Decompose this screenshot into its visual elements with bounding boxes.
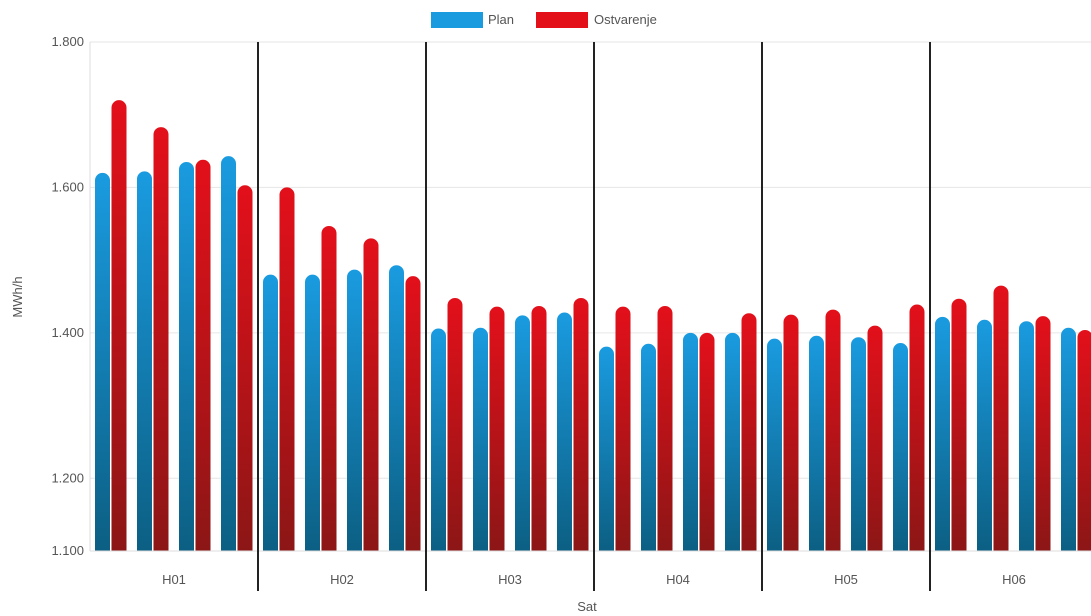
bar-plan[interactable] (137, 171, 152, 551)
x-group-label: H04 (666, 572, 690, 587)
bar-plan[interactable] (95, 172, 110, 551)
bar-ostvarenje[interactable] (825, 309, 841, 551)
x-axis-title: Sat (577, 599, 597, 614)
legend[interactable]: Plan Ostvarenje (431, 12, 657, 28)
bar-ostvarenje[interactable] (573, 297, 589, 551)
bar-ostvarenje[interactable] (405, 276, 421, 551)
bar-ostvarenje[interactable] (867, 325, 883, 551)
bar-plan[interactable] (1061, 327, 1076, 551)
bar-plan[interactable] (599, 346, 614, 551)
bar-plan[interactable] (221, 156, 236, 551)
bar-plan[interactable] (683, 332, 698, 551)
y-tick-label: 1.400 (51, 325, 84, 340)
bar-plan[interactable] (515, 315, 531, 551)
bar-plan[interactable] (809, 335, 824, 551)
x-group-label: H02 (330, 572, 354, 587)
bar-ostvarenje[interactable] (699, 332, 715, 551)
bar-plan[interactable] (305, 274, 320, 551)
bar-ostvarenje[interactable] (783, 314, 799, 551)
bar-plan[interactable] (431, 328, 446, 551)
bar-plan[interactable] (641, 343, 657, 551)
bar-plan[interactable] (557, 312, 572, 551)
bar-ostvarenje[interactable] (237, 185, 253, 551)
bar-ostvarenje[interactable] (321, 225, 337, 551)
bar-ostvarenje[interactable] (1077, 330, 1091, 551)
bar-plan[interactable] (263, 274, 278, 551)
y-tick-label: 1.600 (51, 179, 84, 194)
bar-plan[interactable] (1019, 321, 1034, 551)
bar-ostvarenje[interactable] (111, 100, 127, 551)
bar-plan[interactable] (389, 265, 404, 551)
bar-ostvarenje[interactable] (531, 305, 547, 551)
x-group-label: H01 (162, 572, 186, 587)
bar-ostvarenje[interactable] (195, 159, 211, 551)
legend-swatch-ostvarenje[interactable] (536, 12, 588, 28)
y-tick-label: 1.800 (51, 34, 84, 49)
bar-plan[interactable] (851, 337, 866, 551)
bars (95, 100, 1091, 552)
y-axis-title: MWh/h (10, 276, 25, 317)
bar-ostvarenje[interactable] (1035, 316, 1051, 551)
bar-ostvarenje[interactable] (615, 306, 631, 551)
bar-plan[interactable] (473, 327, 488, 551)
bar-ostvarenje[interactable] (363, 238, 379, 551)
legend-label-plan[interactable]: Plan (488, 12, 514, 27)
bar-plan[interactable] (767, 338, 782, 551)
legend-label-ostvarenje[interactable]: Ostvarenje (594, 12, 657, 27)
bar-ostvarenje[interactable] (909, 304, 925, 551)
bar-plan[interactable] (725, 332, 740, 551)
bar-plan[interactable] (977, 319, 992, 551)
x-group-label: H03 (498, 572, 522, 587)
bar-plan[interactable] (347, 269, 362, 551)
bar-ostvarenje[interactable] (951, 298, 967, 551)
y-tick-label: 1.100 (51, 543, 84, 558)
axes: 1.100 1.200 1.400 1.600 1.800 H01 H02 H03 H04 H05… (51, 34, 1091, 591)
bar-ostvarenje[interactable] (447, 297, 463, 551)
y-tick-label: 1.200 (51, 470, 84, 485)
x-group-label: H05 (834, 572, 858, 587)
bar-ostvarenje[interactable] (741, 313, 757, 551)
bar-ostvarenje[interactable] (993, 285, 1009, 551)
bar-ostvarenje[interactable] (657, 305, 673, 551)
bar-plan[interactable] (179, 161, 194, 552)
legend-swatch-plan[interactable] (431, 12, 483, 28)
bar-plan[interactable] (935, 316, 950, 551)
bar-plan[interactable] (893, 343, 908, 551)
bar-ostvarenje[interactable] (153, 127, 169, 552)
bar-ostvarenje[interactable] (279, 187, 295, 551)
bar-ostvarenje[interactable] (489, 306, 505, 551)
x-group-label: H06 (1002, 572, 1026, 587)
